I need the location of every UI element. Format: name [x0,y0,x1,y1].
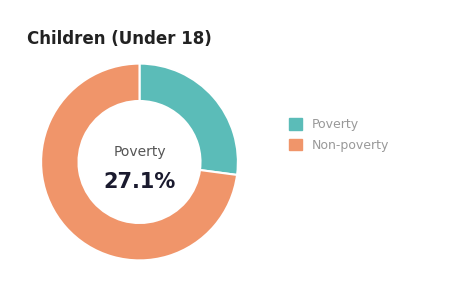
Text: Poverty: Poverty [113,145,166,159]
Wedge shape [140,64,238,175]
Legend: Poverty, Non-poverty: Poverty, Non-poverty [285,115,392,155]
Wedge shape [41,64,237,260]
Text: Children (Under 18): Children (Under 18) [27,30,212,48]
Text: 27.1%: 27.1% [104,172,176,192]
